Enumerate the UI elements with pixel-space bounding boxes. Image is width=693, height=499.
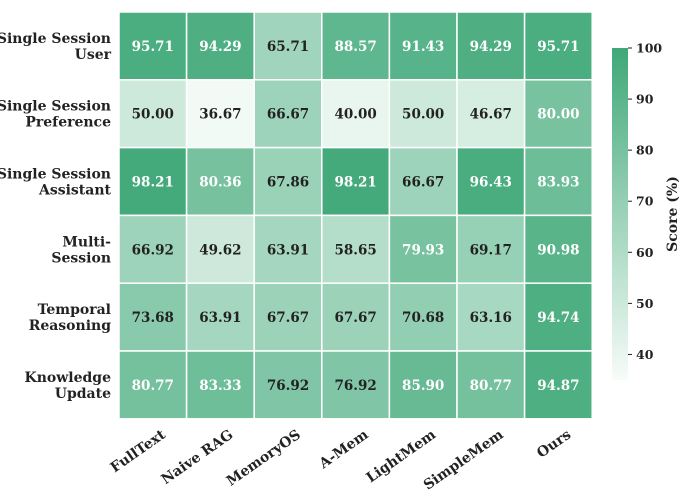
- cell-value-label: 79.93: [402, 242, 444, 258]
- cell-value-label: 66.67: [267, 107, 309, 123]
- cell-value-label: 70.68: [402, 310, 444, 326]
- cell-value-label: 90.98: [537, 242, 579, 258]
- row-label: Single Session Assistant: [0, 167, 112, 199]
- cell-value-label: 58.65: [334, 242, 376, 258]
- heatmap-cell: [185, 11, 255, 81]
- cell-value-label: 63.91: [267, 242, 309, 258]
- cell-value-label: 95.71: [132, 39, 174, 55]
- heatmap-cell: [253, 350, 323, 420]
- column-label: A-Mem: [316, 427, 372, 473]
- heatmap-cell: [253, 146, 323, 217]
- colorbar-tick-label: 100: [636, 41, 662, 56]
- heatmap-cell: [185, 214, 255, 284]
- colorbar-tick-label: 90: [636, 92, 654, 107]
- heatmap-cell: [388, 350, 458, 420]
- cell-value-label: 66.67: [402, 175, 444, 191]
- heatmap-cell: [253, 282, 323, 352]
- cell-value-label: 88.57: [334, 39, 376, 55]
- cell-value-label: 91.43: [402, 39, 444, 55]
- row-labels: Single Session User Single Session Preferen…: [0, 31, 112, 402]
- row-label: Multi-Session: [51, 234, 111, 266]
- heatmap-cell: [388, 79, 458, 149]
- cell-value-label: 76.92: [334, 378, 376, 394]
- cell-value-label: 49.62: [199, 242, 241, 258]
- cell-value-label: 69.17: [470, 242, 512, 258]
- column-label: MemoryOS: [224, 427, 304, 490]
- cell-value-label: 67.67: [334, 310, 376, 326]
- heatmap-cell: [523, 79, 593, 149]
- heatmap-cell: [185, 146, 255, 217]
- cell-value-label: 95.71: [537, 39, 579, 55]
- heatmap-cell: [456, 11, 526, 81]
- row-label: Temporal Reasoning: [29, 302, 112, 334]
- cell-value-label: 83.93: [537, 175, 579, 191]
- heatmap-cell: [523, 214, 593, 284]
- heatmap-cell: [456, 146, 526, 217]
- heatmap-cell: [321, 350, 391, 420]
- column-label: Ours: [534, 427, 574, 462]
- cell-value-label: 80.77: [470, 378, 512, 394]
- row-label: Single Session Preference: [0, 99, 111, 131]
- heatmap-cell: [523, 146, 593, 217]
- heatmap-cells: 95.71 94.29 65.71 88.57 91.43 94.29 95.71 50.00…: [118, 11, 593, 420]
- cell-value-label: 50.00: [132, 107, 174, 123]
- heatmap-cell: [456, 214, 526, 284]
- cell-value-label: 65.71: [267, 39, 309, 55]
- heatmap-cell: [118, 214, 188, 284]
- cell-value-label: 94.74: [537, 310, 579, 326]
- cell-value-label: 73.68: [132, 310, 174, 326]
- colorbar-tick-label: 80: [636, 143, 654, 158]
- colorbar-label: Score (%): [665, 176, 681, 252]
- cell-value-label: 85.90: [402, 378, 444, 394]
- cell-value-label: 94.87: [537, 378, 579, 394]
- heatmap-cell: [253, 79, 323, 149]
- heatmap-cell: [321, 146, 391, 217]
- row-label: Single Session User: [0, 31, 112, 63]
- row-label: Knowledge Update: [25, 370, 112, 402]
- cell-value-label: 46.67: [470, 107, 512, 123]
- colorbar-gradient: [612, 48, 628, 380]
- colorbar-tick-label: 60: [636, 245, 654, 260]
- heatmap-cell: [118, 11, 188, 81]
- cell-value-label: 63.16: [470, 310, 512, 326]
- cell-value-label: 83.33: [199, 378, 241, 394]
- cell-value-label: 63.91: [199, 310, 241, 326]
- cell-value-label: 98.21: [132, 175, 174, 191]
- heatmap-cell: [118, 79, 188, 149]
- cell-value-label: 67.86: [267, 175, 309, 191]
- colorbar-tick-label: 50: [636, 296, 654, 311]
- heatmap-cell: [456, 350, 526, 420]
- cell-value-label: 94.29: [199, 39, 241, 55]
- heatmap-cell: [388, 146, 458, 217]
- cell-value-label: 40.00: [334, 107, 376, 123]
- cell-value-label: 36.67: [199, 107, 241, 123]
- colorbar-tick-label: 40: [636, 347, 654, 362]
- cell-value-label: 50.00: [402, 107, 444, 123]
- heatmap-cell: [118, 350, 188, 420]
- cell-value-label: 98.21: [334, 175, 376, 191]
- colorbar-tick-label: 70: [636, 194, 654, 209]
- cell-value-label: 96.43: [470, 175, 512, 191]
- colorbar: 40 50 60 70 80 90 100 Score (%): [612, 41, 681, 380]
- cell-value-label: 80.00: [537, 107, 579, 123]
- cell-value-label: 80.77: [132, 378, 174, 394]
- column-label: FullText: [108, 427, 169, 477]
- cell-value-label: 80.36: [199, 175, 241, 191]
- heatmap-cell: [523, 350, 593, 420]
- heatmap-cell: [118, 282, 188, 352]
- cell-value-label: 76.92: [267, 378, 309, 394]
- heatmap-cell: [185, 350, 255, 420]
- cell-value-label: 67.67: [267, 310, 309, 326]
- cell-value-label: 66.92: [132, 242, 174, 258]
- cell-value-label: 94.29: [470, 39, 512, 55]
